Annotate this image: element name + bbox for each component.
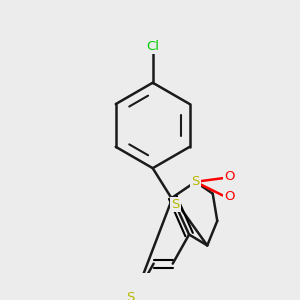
Text: O: O (224, 190, 235, 203)
Text: O: O (224, 170, 235, 183)
Text: S: S (191, 175, 200, 188)
Text: S: S (171, 198, 180, 211)
Text: Cl: Cl (146, 40, 159, 53)
Text: S: S (126, 291, 135, 300)
